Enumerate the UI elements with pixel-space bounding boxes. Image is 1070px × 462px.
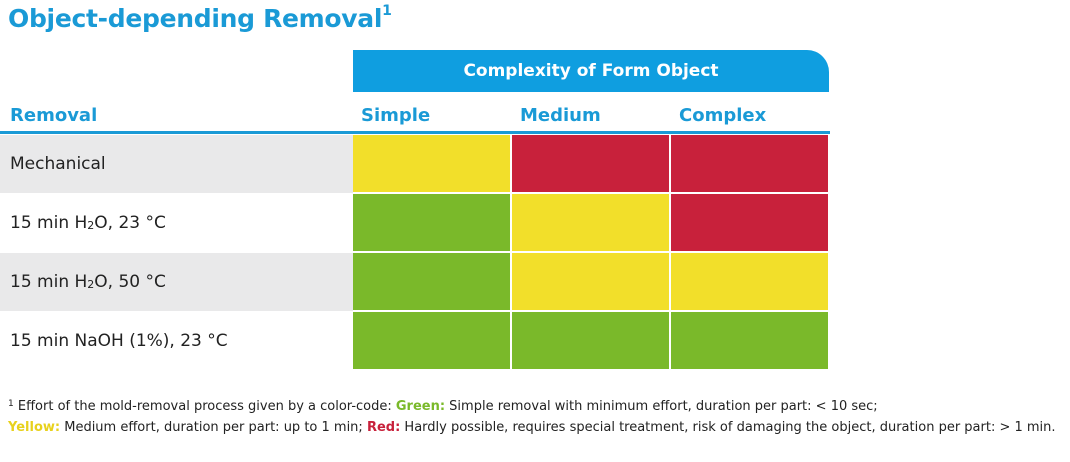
footnote: 1 Effort of the mold-removal process giv… <box>8 397 1063 438</box>
cell-naoh-23-medium <box>512 312 669 369</box>
cell-naoh-23-complex <box>671 312 828 369</box>
title-footnote-marker: 1 <box>382 2 392 19</box>
footnote-red-text: Hardly possible, requires special treatm… <box>400 420 1056 435</box>
footnote-yellow-text: Medium effort, duration per part: up to … <box>60 420 367 435</box>
cell-h2o-50-medium <box>512 253 669 310</box>
title-text: Object-depending Removal <box>8 4 383 33</box>
cell-h2o-23-complex <box>671 194 828 251</box>
cell-mechanical-medium <box>512 135 669 192</box>
footnote-yellow-label: Yellow: <box>8 420 61 435</box>
header-divider <box>0 131 830 134</box>
cell-mechanical-simple <box>353 135 510 192</box>
row-label-h2o-50: 15 min H 2 O, 50 °C <box>0 253 353 311</box>
header-simple: Simple <box>361 104 431 126</box>
footnote-green-label: Green: <box>395 399 446 414</box>
row-label-text: Mechanical <box>10 154 106 174</box>
footnote-green-text: Simple removal with minimum effort, dura… <box>445 399 878 414</box>
row-label-subscript: 2 <box>87 218 95 232</box>
cell-mechanical-complex <box>671 135 828 192</box>
row-label-text: 15 min NaOH (1%), 23 °C <box>10 331 228 351</box>
row-label-mechanical: Mechanical <box>0 135 353 193</box>
page-title: Object-depending Removal1 <box>8 2 392 33</box>
cell-naoh-23-simple <box>353 312 510 369</box>
header-medium: Medium <box>520 104 601 126</box>
row-label-h2o-23: 15 min H 2 O, 23 °C <box>0 194 353 252</box>
row-label-naoh-23: 15 min NaOH (1%), 23 °C <box>0 312 353 370</box>
row-label-text-post: O, 23 °C <box>94 213 166 233</box>
row-label-text-pre: 15 min H <box>10 272 88 292</box>
footnote-red-label: Red: <box>366 420 401 435</box>
complexity-banner: Complexity of Form Object <box>353 50 829 92</box>
row-label-text-pre: 15 min H <box>10 213 88 233</box>
footnote-marker: 1 <box>8 399 14 409</box>
cell-h2o-23-simple <box>353 194 510 251</box>
cell-h2o-50-simple <box>353 253 510 310</box>
row-label-text-post: O, 50 °C <box>94 272 166 292</box>
row-label-subscript: 2 <box>87 277 95 291</box>
header-removal: Removal <box>10 104 98 126</box>
footnote-intro: Effort of the mold-removal process given… <box>13 399 396 414</box>
cell-h2o-23-medium <box>512 194 669 251</box>
header-complex: Complex <box>679 104 767 126</box>
cell-h2o-50-complex <box>671 253 828 310</box>
